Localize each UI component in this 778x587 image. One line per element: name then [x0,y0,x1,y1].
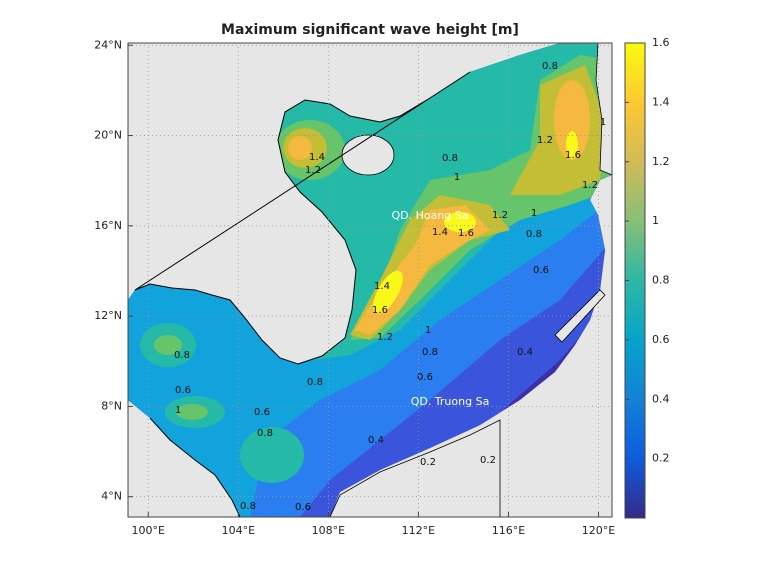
contour-label: 0.8 [257,428,273,439]
contour-label: 1 [425,325,431,336]
plot-frame [127,42,613,518]
y-tick-label: 24°N [94,38,122,51]
colorbar-tick-label: 1 [652,214,659,227]
chart-title: Maximum significant wave height [m] [221,22,519,38]
contour-label: 0.6 [417,372,433,383]
contour-label: 0.4 [517,347,533,358]
y-tick-label: 20°N [94,129,122,142]
contour-band [566,131,578,159]
colorbar-tick-label: 1.6 [652,36,670,49]
contour-band [128,43,612,362]
colorbar-tick-label: 0.2 [652,452,670,465]
contour-label: 0.6 [175,385,191,396]
y-tick-label: 16°N [94,219,122,232]
contour-label: 0.8 [542,61,558,72]
contour-label: 1.4 [374,281,390,292]
contour-label: 1 [531,208,537,219]
contour-label: 1.6 [372,305,388,316]
contour-label: 0.6 [533,265,549,276]
contour-label: 1.2 [305,165,321,176]
colorbar-tick-label: 0.8 [652,274,670,287]
contour-label: 1 [175,405,181,416]
contour-label: 1.2 [582,180,598,191]
colorbar-tick-label: 1.2 [652,155,670,168]
contour-label: 0.2 [480,455,496,466]
contour-fill [128,43,612,517]
y-tick-label: 12°N [94,309,122,322]
contour-label: 1.2 [377,332,393,343]
contour-label: 1 [600,117,606,128]
contour-band [373,270,403,314]
contour-label: 1 [454,172,460,183]
contour-label: 1.6 [565,150,581,161]
contour-band [154,335,182,355]
coastline [134,71,471,365]
x-tick-label: 100°E [132,524,165,537]
contour-label: 0.8 [442,153,458,164]
contour-label: 0.4 [368,435,384,446]
contour-label: 0.8 [240,501,256,512]
contour-label: 1.2 [537,135,553,146]
contour-label: 0.8 [174,350,190,361]
contour-label: 1.4 [309,152,325,163]
contour-band [240,427,304,483]
land [341,134,395,176]
contour-label: 0.6 [254,407,270,418]
colorbar-tick-label: 0.4 [652,392,670,405]
contour-band [176,404,208,420]
contour-label: 0.8 [422,347,438,358]
place-label: QD. Truong Sa [411,395,490,408]
contour-label: 0.8 [526,229,542,240]
colorbar-tick-label: 0.6 [652,333,670,346]
coastline [149,417,241,518]
contour-label: 1.4 [432,227,448,238]
contour-band [554,80,590,160]
contour-label: 1.6 [458,228,474,239]
overlay: 1.4 1.2 0.8 1 1.4 1.6 1.2 1 0.8 0.6 0.4 1.4 1.6 1.2 1 0… [134,42,613,518]
contour-band [288,136,312,160]
contour-label: 1.2 [492,210,508,221]
x-tick-label: 104°E [222,524,255,537]
x-tick-label: 120°E [582,524,615,537]
contour-label: 0.8 [307,377,323,388]
contour-band [444,212,476,232]
contour-label: 0.2 [420,457,436,468]
colorbar-tick-label: 1.4 [652,95,670,108]
contour-label: 0.6 [295,502,311,513]
y-tick-label: 8°N [101,399,122,412]
x-tick-label: 112°E [402,524,435,537]
land [329,419,501,518]
y-tick-label: 4°N [101,490,122,503]
x-tick-label: 116°E [492,524,525,537]
x-tick-label: 108°E [312,524,345,537]
place-label: QD. Hoang Sa [391,209,468,222]
